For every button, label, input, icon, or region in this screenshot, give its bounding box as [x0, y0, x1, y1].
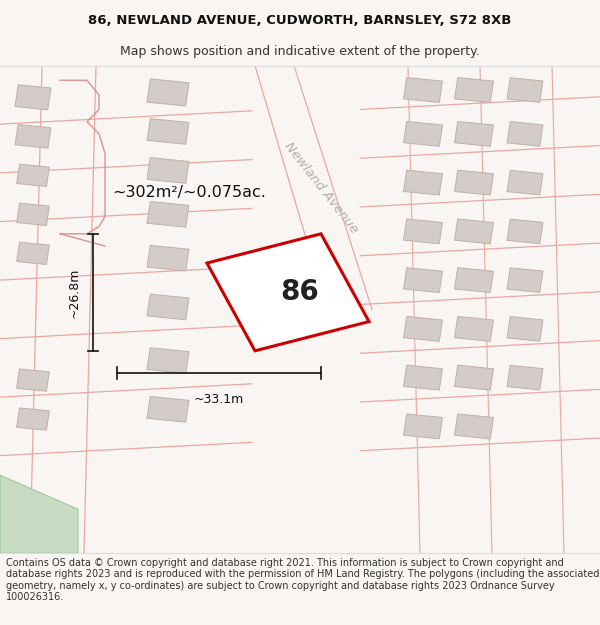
Text: Contains OS data © Crown copyright and database right 2021. This information is : Contains OS data © Crown copyright and d… — [6, 558, 599, 602]
Polygon shape — [507, 78, 543, 102]
Polygon shape — [404, 365, 442, 390]
Polygon shape — [455, 78, 493, 102]
Text: ~302m²/~0.075ac.: ~302m²/~0.075ac. — [112, 185, 266, 200]
Polygon shape — [147, 79, 189, 106]
Polygon shape — [455, 365, 493, 390]
Polygon shape — [455, 268, 493, 292]
Polygon shape — [455, 121, 493, 146]
Polygon shape — [15, 85, 51, 110]
Polygon shape — [507, 268, 543, 292]
Polygon shape — [404, 219, 442, 244]
Polygon shape — [455, 219, 493, 244]
Polygon shape — [507, 317, 543, 341]
Polygon shape — [404, 268, 442, 292]
Polygon shape — [15, 124, 51, 148]
Polygon shape — [147, 119, 189, 144]
Polygon shape — [147, 294, 189, 320]
Polygon shape — [455, 414, 493, 439]
Polygon shape — [147, 246, 189, 271]
Polygon shape — [147, 201, 189, 227]
Text: ~26.8m: ~26.8m — [67, 267, 80, 318]
Polygon shape — [147, 348, 189, 373]
Polygon shape — [404, 78, 442, 102]
Polygon shape — [0, 475, 78, 553]
Polygon shape — [507, 171, 543, 195]
Polygon shape — [404, 414, 442, 439]
Polygon shape — [507, 219, 543, 244]
Polygon shape — [207, 234, 369, 351]
Polygon shape — [147, 158, 189, 183]
Polygon shape — [17, 369, 49, 391]
Text: 86, NEWLAND AVENUE, CUDWORTH, BARNSLEY, S72 8XB: 86, NEWLAND AVENUE, CUDWORTH, BARNSLEY, … — [88, 14, 512, 28]
Polygon shape — [17, 242, 49, 264]
Polygon shape — [455, 170, 493, 195]
Polygon shape — [147, 396, 189, 422]
Text: Map shows position and indicative extent of the property.: Map shows position and indicative extent… — [120, 45, 480, 58]
Polygon shape — [404, 170, 442, 195]
Polygon shape — [455, 316, 493, 341]
Polygon shape — [404, 316, 442, 341]
Text: 86: 86 — [281, 278, 319, 306]
Text: ~33.1m: ~33.1m — [194, 393, 244, 406]
Polygon shape — [507, 366, 543, 390]
Polygon shape — [404, 121, 442, 146]
Polygon shape — [17, 164, 49, 186]
Text: Newland Avenue: Newland Avenue — [281, 139, 361, 236]
Polygon shape — [17, 203, 49, 226]
Polygon shape — [17, 408, 49, 430]
Polygon shape — [507, 122, 543, 146]
